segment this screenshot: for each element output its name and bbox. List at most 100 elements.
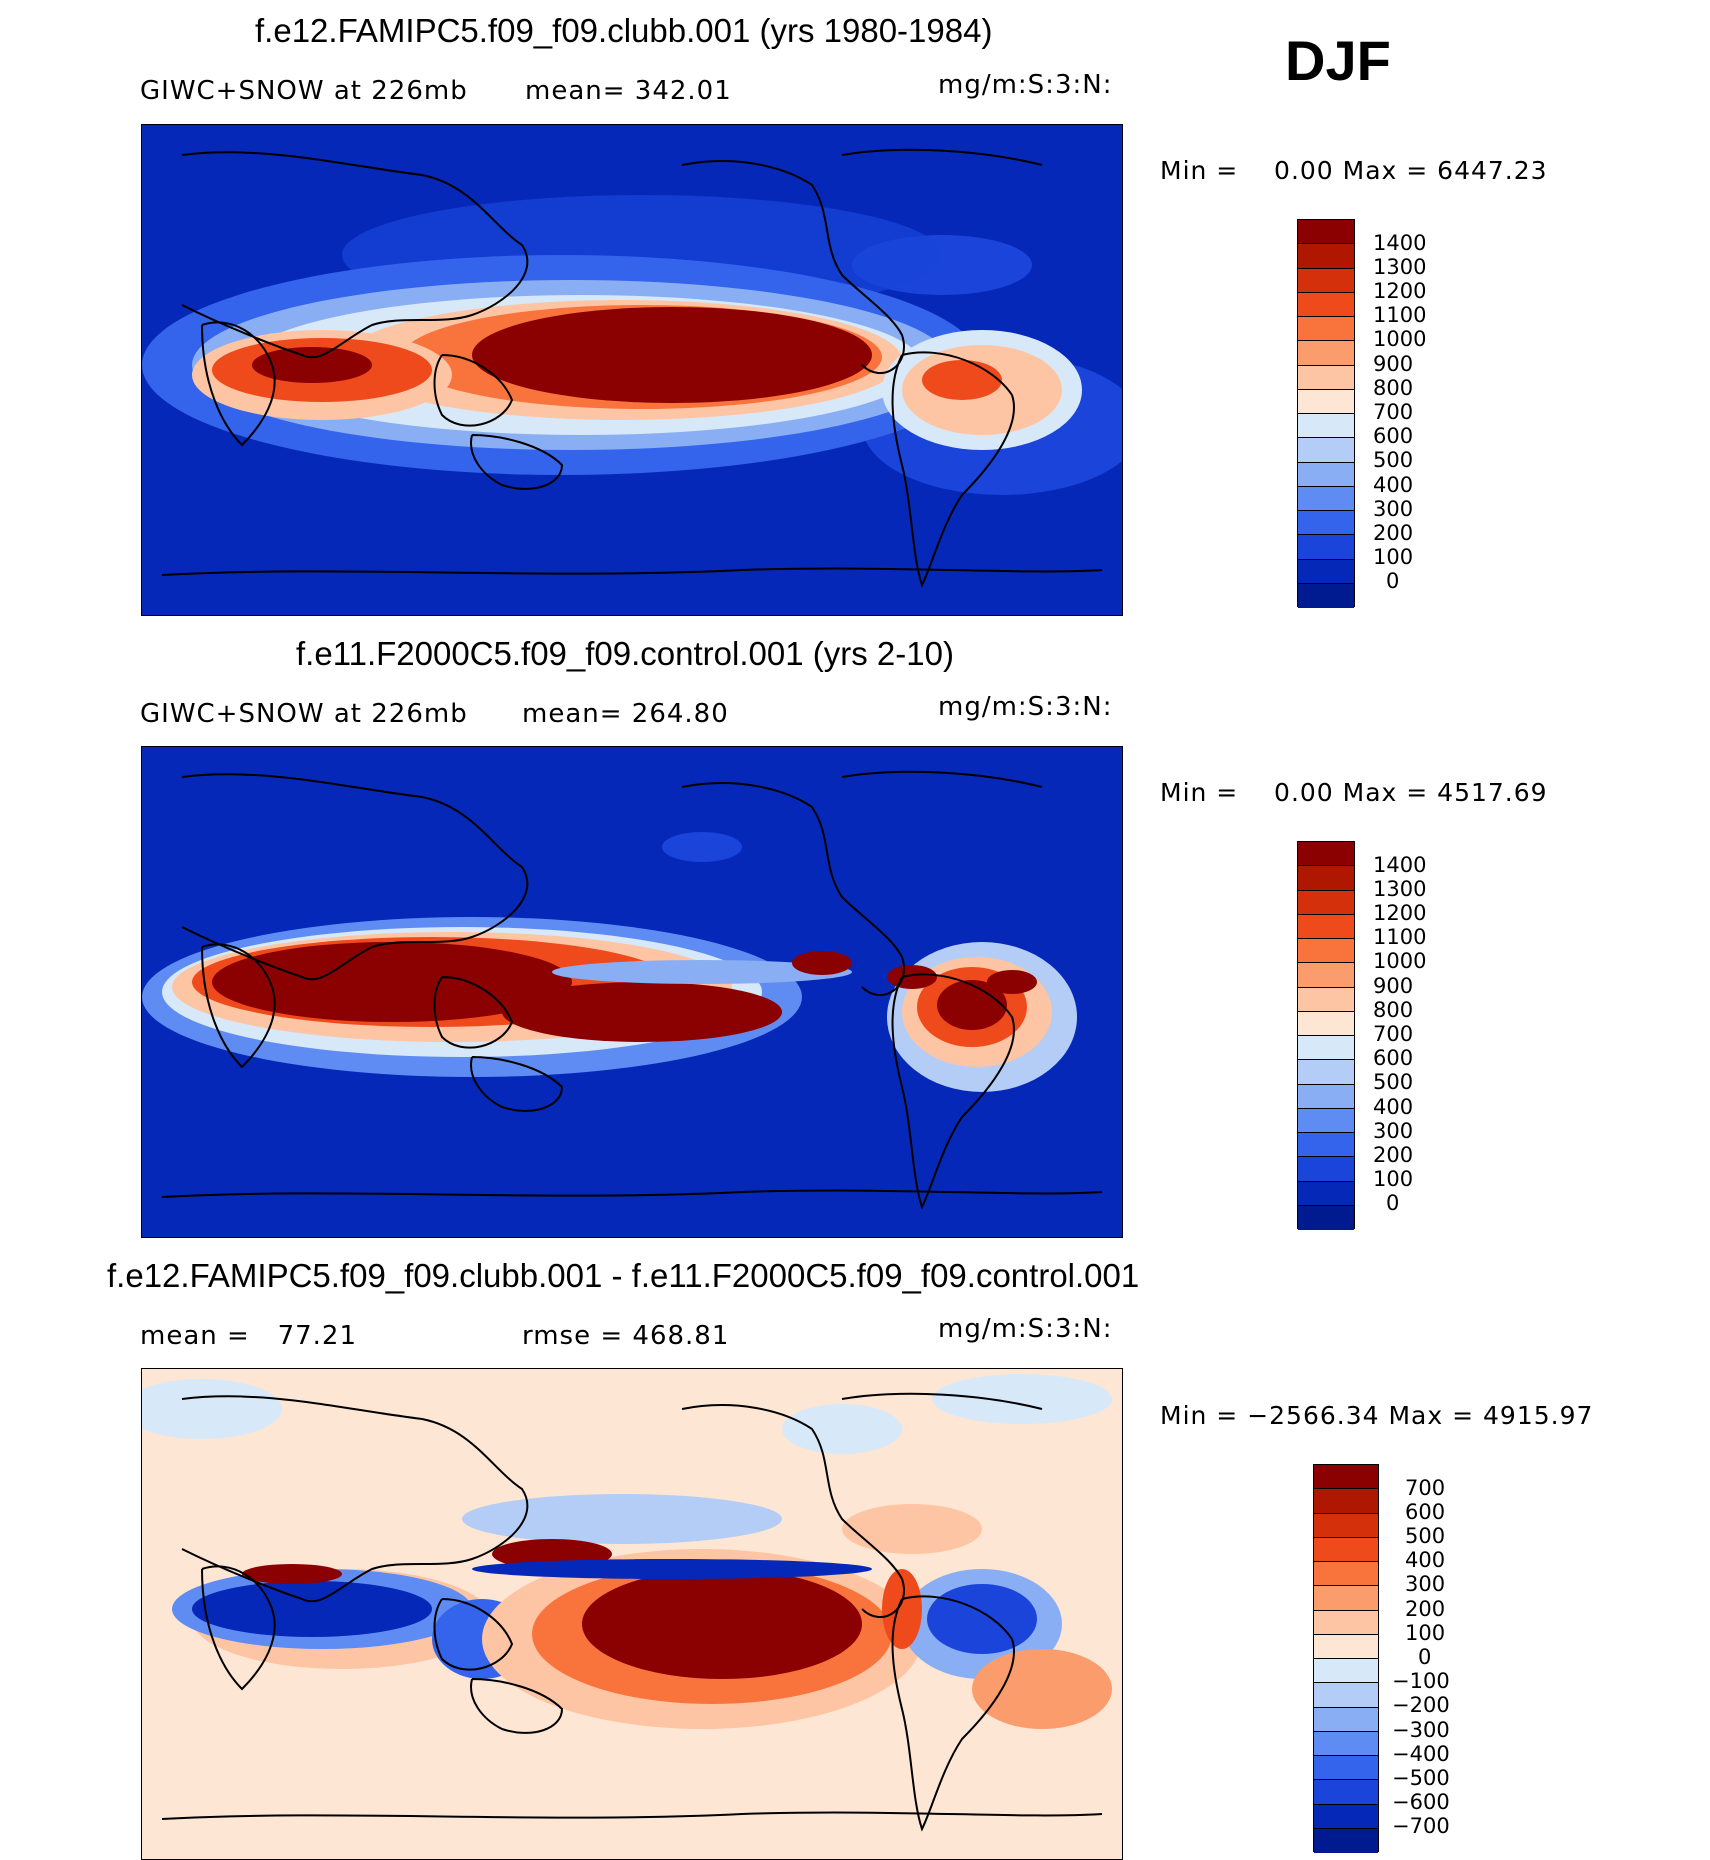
colorbar-tick-label: −300 [1392,1718,1450,1742]
panel2-variable-label: GIWC+SNOW at 226mb [140,699,468,729]
panel2-colorbar-bin [1298,1157,1354,1182]
panel3-coastlines [161,1392,1103,1832]
colorbar-tick-label: 1000 [1373,949,1427,973]
colorbar-tick-label: 100 [1405,1621,1446,1645]
colorbar-tick-label: 1100 [1373,925,1427,949]
panel3-colorbar-bin [1314,1731,1378,1756]
colorbar-tick-label: 800 [1373,376,1414,400]
panel3-colorbar-bin [1314,1804,1378,1829]
panel3-colorbar-bin [1314,1634,1378,1659]
colorbar-tick-label: 800 [1373,998,1414,1022]
colorbar-tick-label: 400 [1373,1095,1414,1119]
colorbar-tick-label: 600 [1373,1046,1414,1070]
panel3-colorbar-bin [1314,1513,1378,1538]
panel3-colorbar-bin [1314,1562,1378,1587]
colorbar-tick-label: 1300 [1373,877,1427,901]
panel3-title: f.e12.FAMIPC5.f09_f09.clubb.001 - f.e11.… [107,1257,1140,1294]
panel2-colorbar-bin [1298,890,1354,915]
colorbar-tick-label: 1000 [1373,327,1427,351]
panel3-colorbar-bin [1314,1586,1378,1611]
panel1-colorbar-bin [1298,535,1354,560]
panel3-mean-label: mean = 77.21 [140,1321,358,1351]
colorbar-tick-label: 200 [1373,521,1414,545]
colorbar-tick-label: 700 [1405,1476,1446,1500]
panel1-colorbar-bin [1298,414,1354,439]
panel1-mean-label: mean= 342.01 [525,76,732,106]
panel3-colorbar-bin [1314,1683,1378,1708]
colorbar-tick-label: 600 [1405,1500,1446,1524]
colorbar-tick-label: 1200 [1373,279,1427,303]
colorbar-tick-label: 1100 [1373,303,1427,327]
colorbar-tick-label: −600 [1392,1790,1450,1814]
panel2-colorbar-bin [1298,1108,1354,1133]
colorbar-tick-label: 0 [1386,1191,1400,1215]
panel2-field [142,832,1077,1092]
colorbar-tick-label: 700 [1373,400,1414,424]
colorbar-tick-label: −200 [1392,1693,1450,1717]
season-label: DJF [1285,29,1391,92]
colorbar-tick-label: 1300 [1373,255,1427,279]
panel3-rmse-label: rmse = 468.81 [522,1321,730,1351]
panel3-units-label: mg/m:S:3:N: [938,1314,1113,1344]
panel2-colorbar [1297,841,1355,1230]
colorbar-tick-label: 400 [1373,473,1414,497]
panel1-colorbar-bin [1298,365,1354,390]
panel2-title: f.e11.F2000C5.f09_f09.control.001 (yrs 2… [296,635,954,672]
colorbar-tick-label: 900 [1373,352,1414,376]
panel1-colorbar-bin [1298,486,1354,511]
colorbar-tick-label: 900 [1373,974,1414,998]
panel3-field [142,1374,1112,1729]
panel1-minmax: Min = 0.00 Max = 6447.23 [1160,156,1548,185]
panel2-colorbar-bin [1298,1060,1354,1085]
panel2-colorbar-bin [1298,1036,1354,1061]
panel3-colorbar-bin [1314,1610,1378,1635]
panel1-colorbar-bin [1298,462,1354,487]
panel1-colorbar-bin [1298,583,1354,608]
colorbar-tick-label: 0 [1386,569,1400,593]
panel2-colorbar-bin [1298,987,1354,1012]
panel1-colorbar-bin [1298,220,1354,245]
colorbar-tick-label: 0 [1418,1645,1432,1669]
panel1-colorbar-bin [1298,438,1354,463]
colorbar-tick-label: 200 [1405,1597,1446,1621]
panel3-colorbar-bin [1314,1780,1378,1805]
panel2-colorbar-bin [1298,1181,1354,1206]
panel1-colorbar-bin [1298,268,1354,293]
panel3-colorbar-bin [1314,1537,1378,1562]
panel3-colorbar-bin [1314,1465,1378,1490]
colorbar-tick-label: −100 [1392,1669,1450,1693]
panel1-title: f.e12.FAMIPC5.f09_f09.clubb.001 (yrs 198… [255,12,993,49]
panel2-colorbar-bin [1298,1133,1354,1158]
panel1-colorbar-bin [1298,317,1354,342]
panel3-colorbar-bin [1314,1756,1378,1781]
panel2-colorbar-bin [1298,963,1354,988]
colorbar-tick-label: 1200 [1373,901,1427,925]
panel1-map [141,124,1123,616]
panel3-colorbar-bin [1314,1828,1378,1853]
panel2-colorbar-bin [1298,1205,1354,1230]
colorbar-tick-label: 400 [1405,1548,1446,1572]
panel3-minmax: Min = −2566.34 Max = 4915.97 [1160,1401,1594,1430]
panel2-colorbar-bin [1298,939,1354,964]
panel2-coastlines [161,770,1103,1210]
colorbar-tick-label: 100 [1373,545,1414,569]
colorbar-tick-label: 300 [1405,1572,1446,1596]
panel1-colorbar [1297,219,1355,608]
panel2-units-label: mg/m:S:3:N: [938,692,1113,722]
panel1-colorbar-bin [1298,341,1354,366]
colorbar-tick-label: 300 [1373,497,1414,521]
colorbar-tick-label: 200 [1373,1143,1414,1167]
panel3-colorbar-bin [1314,1707,1378,1732]
colorbar-tick-label: 1400 [1373,231,1427,255]
colorbar-tick-label: 1400 [1373,853,1427,877]
panel2-mean-label: mean= 264.80 [522,699,729,729]
colorbar-tick-label: 600 [1373,424,1414,448]
panel1-colorbar-bin [1298,559,1354,584]
panel1-field [142,195,1122,495]
colorbar-tick-label: 700 [1373,1022,1414,1046]
panel2-map [141,746,1123,1238]
panel3-colorbar-bin [1314,1489,1378,1514]
colorbar-tick-label: −400 [1392,1742,1450,1766]
panel2-colorbar-bin [1298,914,1354,939]
colorbar-tick-label: 300 [1373,1119,1414,1143]
